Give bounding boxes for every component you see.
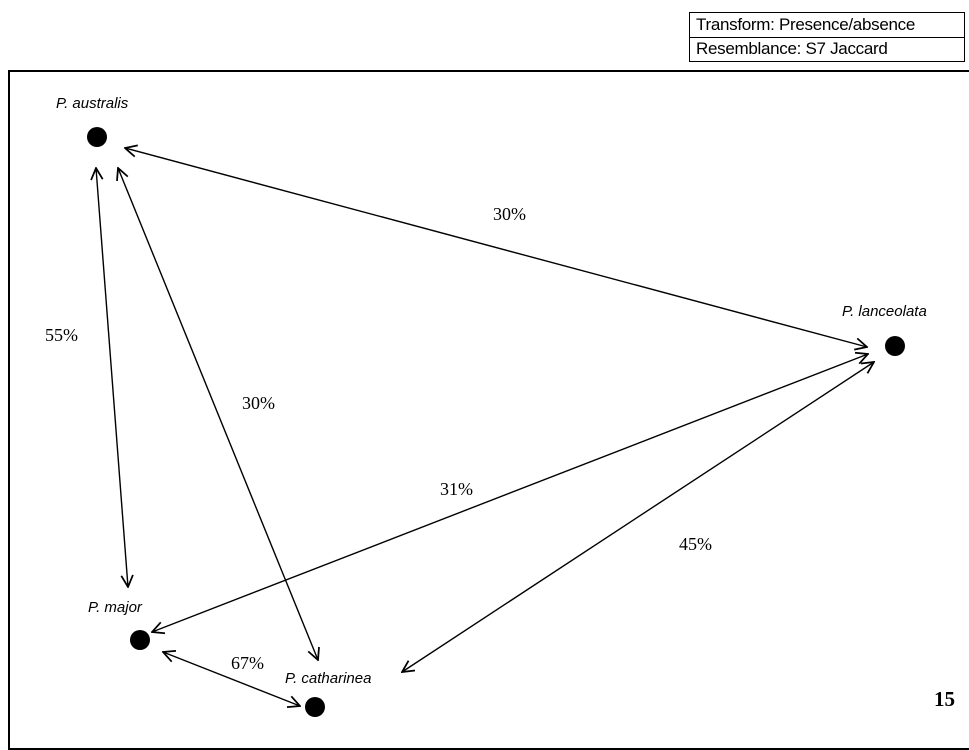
legend-transform: Transform: Presence/absence xyxy=(696,15,915,34)
legend-divider xyxy=(690,37,964,38)
pct-major-lanceolata: 31% xyxy=(440,479,473,499)
similarity-diagram: P. australis P. lanceolata P. major P. c… xyxy=(45,95,955,717)
label-catharinea: P. catharinea xyxy=(285,670,371,687)
legend-box: Transform: Presence/absence Resemblance:… xyxy=(689,12,965,62)
pct-major-catharinea: 67% xyxy=(231,653,264,673)
pct-catharinea-lanceolata: 45% xyxy=(679,534,712,554)
pct-australis-catharinea: 30% xyxy=(242,393,275,413)
edge-australis-major xyxy=(96,168,128,587)
legend-resemblance: Resemblance: S7 Jaccard xyxy=(696,39,888,58)
edge-catharinea-lanceolata xyxy=(402,362,874,672)
page-number: 15 xyxy=(934,687,955,711)
node-lanceolata xyxy=(885,336,905,356)
node-catharinea xyxy=(305,697,325,717)
node-major xyxy=(130,630,150,650)
pct-australis-major: 55% xyxy=(45,325,78,345)
label-australis: P. australis xyxy=(56,95,129,112)
edge-major-catharinea xyxy=(163,652,300,706)
label-lanceolata: P. lanceolata xyxy=(842,303,927,320)
node-australis xyxy=(87,127,107,147)
label-major: P. major xyxy=(88,599,143,616)
edge-australis-catharinea xyxy=(118,168,318,660)
edge-australis-lanceolata xyxy=(125,148,867,347)
pct-australis-lanceolata: 30% xyxy=(493,204,526,224)
